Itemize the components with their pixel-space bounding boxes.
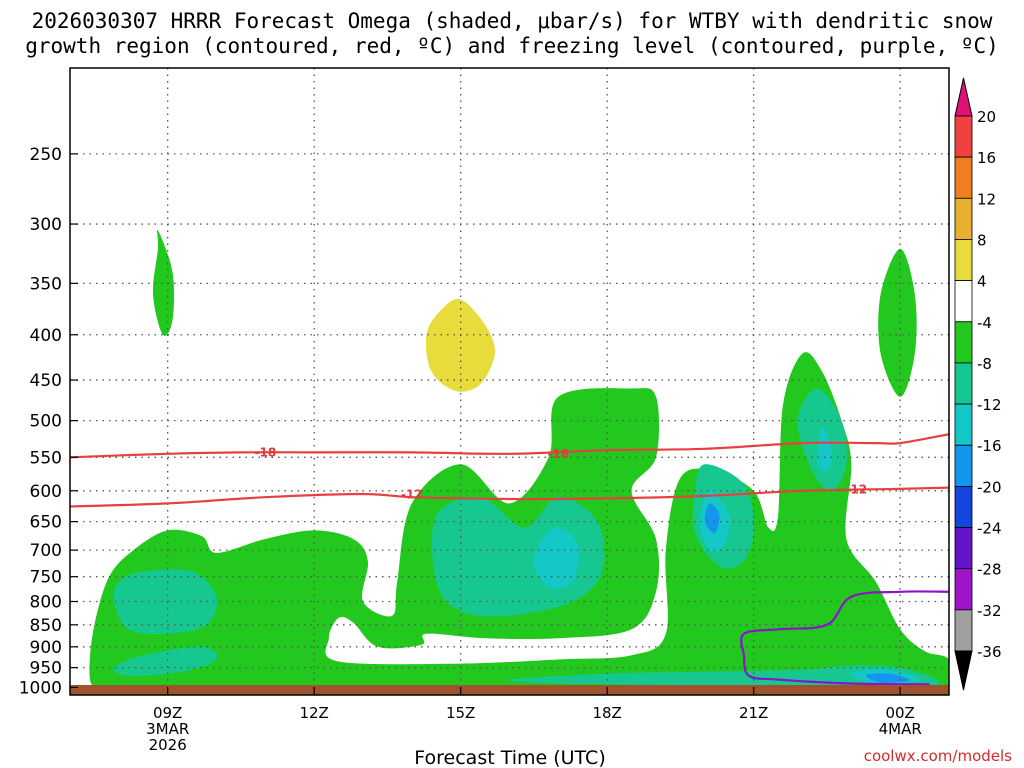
colorbar-label-5: -4 <box>977 314 992 332</box>
plot-frame <box>69 67 950 696</box>
omega-region-m8-5 <box>113 646 218 676</box>
colorbar-swatch-2 <box>954 197 973 240</box>
colorbar-label-3: 8 <box>977 231 987 249</box>
contour-line-dgz-top <box>70 433 949 459</box>
colorbar-swatch-1 <box>954 156 973 199</box>
contour-line-freezing-level <box>740 590 949 685</box>
contour-label-dgz-top-0: -18 <box>254 445 276 459</box>
y-tick-label-550: 550 <box>30 448 62 468</box>
colorbar-swatch-8 <box>954 444 973 487</box>
colorbar-top-arrow <box>954 77 973 117</box>
omega-region-m4-2 <box>878 248 917 397</box>
x-tick-label-12Z-0: 12Z <box>299 704 328 722</box>
colorbar-label-11: -28 <box>977 561 1002 579</box>
colorbar-label-7: -12 <box>977 396 1002 414</box>
colorbar-swatch-3 <box>954 239 973 282</box>
colorbar-label-12: -32 <box>977 602 1002 620</box>
y-tick-label-250: 250 <box>30 145 62 165</box>
omega-region-m8-4 <box>113 569 218 635</box>
contour-label-dgz-bottom-1: -12 <box>845 483 867 497</box>
colorbar-label-1: 16 <box>977 149 996 167</box>
colorbar-label-8: -16 <box>977 437 1002 455</box>
colorbar-label-6: -8 <box>977 355 992 373</box>
y-tick-label-600: 600 <box>30 482 62 502</box>
y-tick-label-400: 400 <box>30 326 62 346</box>
y-tick-label-700: 700 <box>30 541 62 561</box>
temperature-contours: -18 -18 -12 -12 <box>70 433 949 685</box>
y-tick-label-1000: 1000 <box>19 678 62 698</box>
colorbar-swatch-7 <box>954 403 973 446</box>
colorbar-label-4: 4 <box>977 273 987 291</box>
omega-region-m16-15 <box>865 673 911 683</box>
colorbar-swatch-9 <box>954 485 973 528</box>
colorbar-swatch-0 <box>954 115 973 158</box>
colorbar-bottom-arrow <box>954 650 973 691</box>
colorbar-label-10: -24 <box>977 520 1002 538</box>
omega-region-m12-10 <box>533 527 580 589</box>
y-tick-label-300: 300 <box>30 215 62 235</box>
y-tick-label-750: 750 <box>30 568 62 588</box>
y-axis: 2503003504004505005506006507007508008509… <box>19 145 78 698</box>
grid-lines <box>70 68 949 695</box>
x-tick-label-09Z-1: 3MAR <box>146 720 189 738</box>
omega-region-m4-1 <box>152 229 175 336</box>
y-tick-label-500: 500 <box>30 412 62 432</box>
chart-title-line-1: 2026030307 HRRR Forecast Omega (shaded, … <box>32 9 993 33</box>
y-tick-label-900: 900 <box>30 638 62 658</box>
colorbar-label-0: 20 <box>977 108 996 126</box>
colorbar-label-9: -20 <box>977 478 1002 496</box>
contour-label-dgz-bottom-0: -12 <box>401 488 423 502</box>
colorbar-swatch-4 <box>954 280 973 323</box>
omega-region-p4-0 <box>425 298 495 392</box>
colorbar-swatch-11 <box>954 568 973 611</box>
colorbar-swatch-10 <box>954 527 973 570</box>
y-tick-label-450: 450 <box>30 371 62 391</box>
omega-region-m12-12 <box>817 428 832 472</box>
colorbar-swatch-6 <box>954 362 973 405</box>
contour-line-dgz-bottom <box>70 486 949 508</box>
chart-title-line-2: growth region (contoured, red, ºC) and f… <box>25 34 999 58</box>
colorbar-swatch-5 <box>954 321 973 364</box>
x-axis-label: Forecast Time (UTC) <box>414 747 605 768</box>
x-tick-label-09Z-2: 2026 <box>149 736 187 754</box>
omega-region-m8-9 <box>507 665 940 685</box>
contour-label-dgz-top-1: -18 <box>547 447 569 461</box>
x-tick-label-00Z-0: 00Z <box>885 704 914 722</box>
x-tick-label-21Z-0: 21Z <box>739 704 768 722</box>
x-tick-label-00Z-1: 4MAR <box>879 720 922 738</box>
y-tick-label-350: 350 <box>30 274 62 294</box>
colorbar-label-2: 12 <box>977 190 996 208</box>
x-tick-label-18Z-0: 18Z <box>592 704 621 722</box>
x-tick-label-09Z-0: 09Z <box>153 704 182 722</box>
y-tick-label-850: 850 <box>30 616 62 636</box>
y-tick-label-950: 950 <box>30 659 62 679</box>
ground-surface <box>70 685 949 695</box>
colorbar-swatch-12 <box>954 609 973 652</box>
omega-region-m16-14 <box>704 503 720 534</box>
y-tick-label-800: 800 <box>30 593 62 613</box>
colorbar: 20 16 12 8 4 -4 -8 -12 -16 -20 -24 -28 -32 -36 <box>954 77 1002 691</box>
colorbar-label-13: -36 <box>977 643 1002 661</box>
credit-text: coolwx.com/models <box>864 747 1012 765</box>
x-tick-label-15Z-0: 15Z <box>446 704 475 722</box>
y-tick-label-650: 650 <box>30 513 62 533</box>
